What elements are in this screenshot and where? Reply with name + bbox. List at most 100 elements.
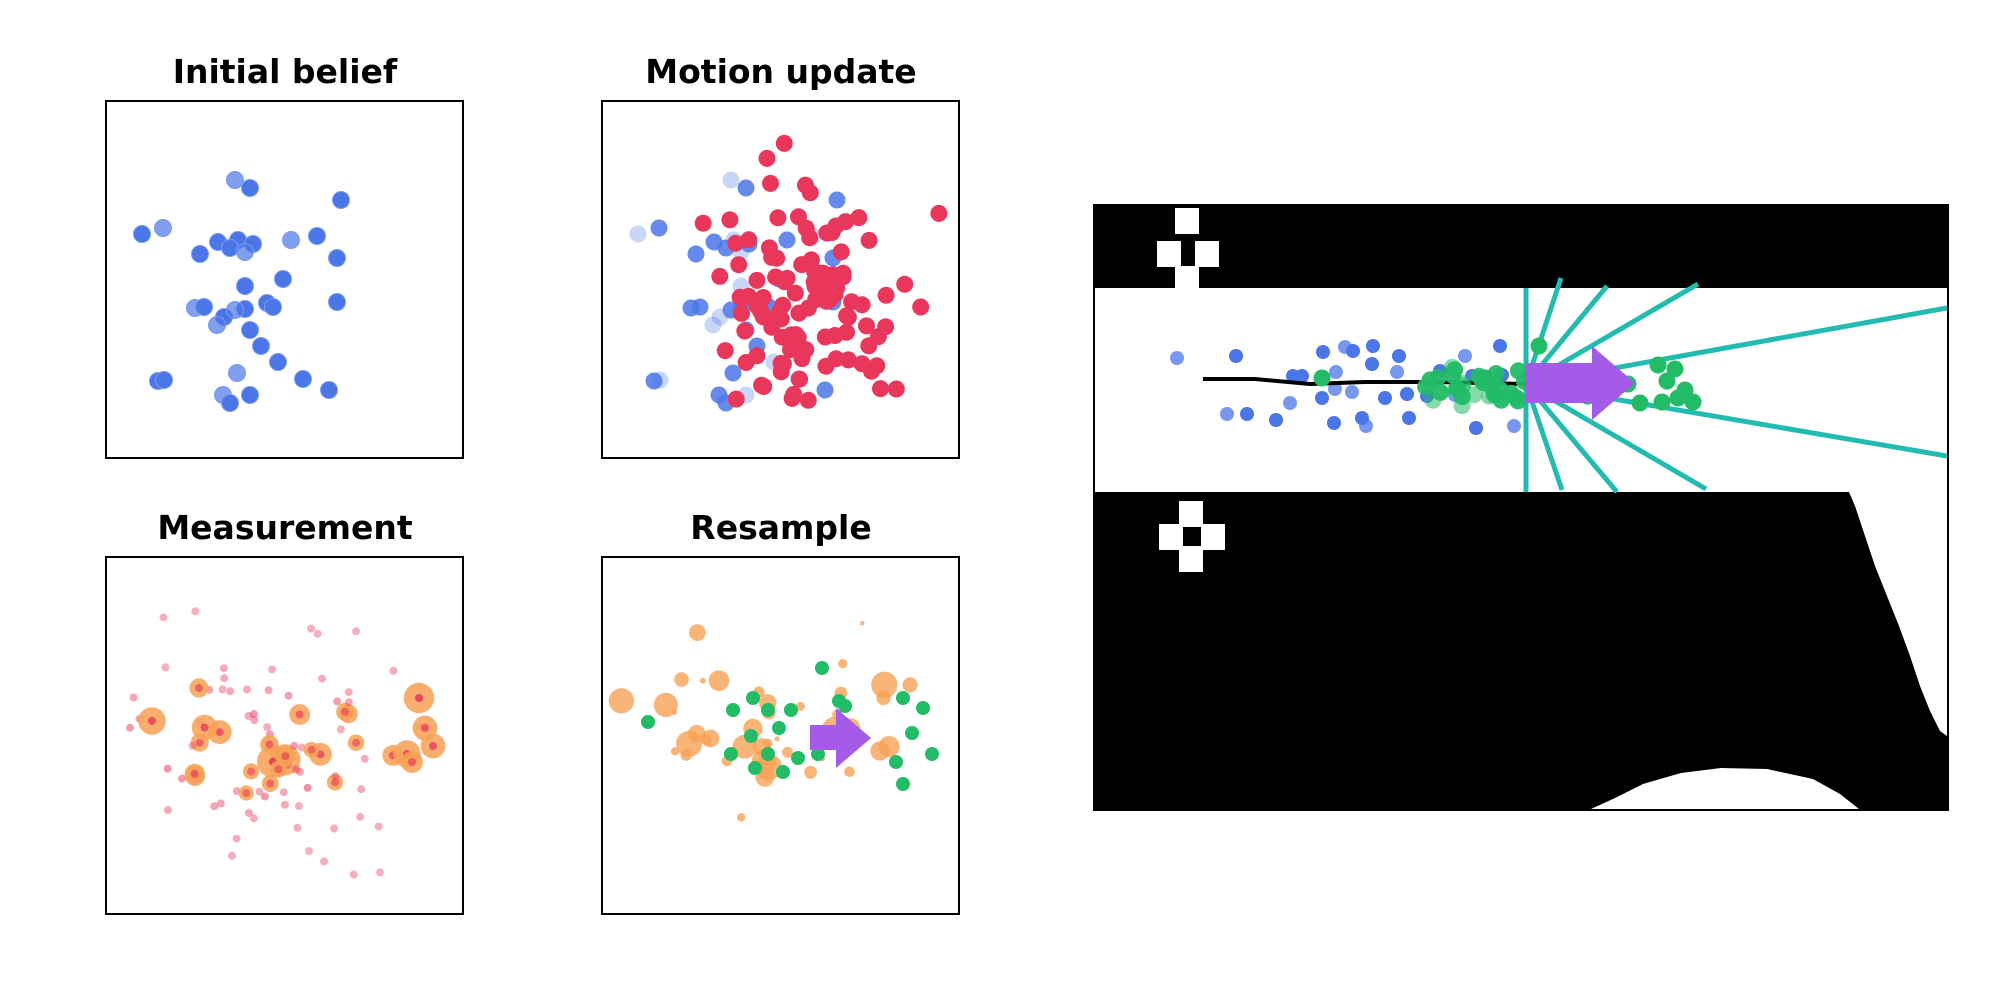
resampled-particle: [784, 703, 798, 717]
weighted-particle: [357, 785, 366, 794]
weighted-particle: [195, 738, 204, 747]
weighted-particle: [375, 868, 384, 877]
resampled-particles: [608, 621, 939, 822]
prior-particle: [328, 293, 346, 311]
weighted-particle: [226, 687, 235, 696]
weight-halo: [871, 671, 898, 698]
moved-particle: [752, 303, 770, 321]
moved-particle: [790, 208, 807, 226]
measurement-panel: [105, 556, 464, 915]
resampled-particle: [1631, 394, 1649, 412]
resampled-particle: [761, 747, 775, 761]
weighted-particle: [195, 684, 203, 692]
resampled-particle: [746, 691, 760, 705]
resampled-particle: [916, 701, 930, 715]
weighted-particle: [349, 870, 358, 879]
weight-halo: [795, 701, 805, 711]
weighted-particle: [296, 767, 304, 776]
moved-particle: [782, 326, 800, 344]
moved-particle: [858, 317, 875, 335]
moved-particle: [721, 211, 739, 229]
panel-title-initial-belief: Initial belief: [172, 52, 398, 91]
prior-particle: [1507, 419, 1521, 433]
moved-particle: [774, 296, 792, 314]
prior-particle: [252, 337, 270, 355]
moved-particle: [790, 304, 808, 322]
weighted-particle: [320, 857, 329, 866]
weighted-particle: [330, 824, 339, 833]
motion-update-panel: [601, 100, 960, 459]
resampled-particle: [772, 721, 786, 735]
weighted-particle: [232, 834, 241, 843]
weighted-particle: [129, 693, 138, 702]
resampled-particle: [1444, 366, 1462, 384]
prior-particle-faded: [645, 372, 663, 390]
moved-particle: [762, 174, 779, 192]
weighted-particle: [255, 787, 264, 796]
resampled-particle: [1486, 386, 1504, 404]
moved-particle: [806, 263, 824, 281]
resampled-particle: [1470, 367, 1488, 385]
resampled-particle: [1649, 356, 1667, 374]
prior-particle: [1170, 351, 1184, 365]
weight-halo: [782, 746, 793, 758]
prior-particle: [226, 301, 244, 319]
weighted-particle: [191, 607, 200, 616]
prior-particle: [274, 270, 292, 288]
weighted-particle: [280, 800, 289, 809]
prior-particle-faded: [704, 316, 722, 334]
moved-particle: [768, 249, 786, 267]
moved-particle: [748, 271, 766, 289]
weight-halo: [676, 730, 703, 757]
prior-particle-faded: [778, 231, 796, 249]
weighted-particle: [264, 686, 273, 695]
weighted-particle: [274, 765, 283, 774]
weighted-particle: [293, 823, 302, 832]
weighted-particle: [344, 698, 353, 707]
weighted-particle: [307, 745, 316, 754]
moved-particle: [839, 351, 857, 369]
moved-particle: [785, 385, 803, 403]
resampled-particle: [1509, 362, 1527, 380]
moved-particle: [736, 322, 754, 340]
occupancy-map: [1095, 206, 1947, 809]
prior-particle: [1220, 407, 1234, 421]
prior-particle: [221, 239, 239, 257]
prior-particle: [1328, 382, 1342, 396]
weighted-particle: [408, 758, 416, 766]
robot-pose-arrow-icon: [810, 708, 871, 768]
weighted-particle: [249, 814, 258, 823]
wall-bottom: [1095, 492, 1947, 809]
prior-particle: [1402, 411, 1416, 425]
measurement-weighted-particles: [126, 607, 446, 879]
weighted-particle: [265, 740, 274, 749]
weight-halo: [876, 690, 891, 706]
prior-particle-faded: [724, 364, 742, 382]
weighted-particle: [218, 685, 227, 694]
prior-particle: [1378, 391, 1392, 405]
prior-particle: [1493, 339, 1507, 353]
weighted-particle: [292, 765, 301, 774]
prior-particle: [1338, 340, 1352, 354]
weighted-particle: [219, 664, 228, 673]
moved-particle: [877, 318, 895, 336]
prior-particle: [1327, 416, 1341, 430]
prior-particle: [1316, 345, 1330, 359]
weighted-particle: [268, 665, 277, 674]
prior-particle: [269, 353, 287, 371]
prior-particle: [1365, 357, 1379, 371]
moved-particle: [733, 304, 750, 322]
weighted-particle: [148, 717, 156, 725]
checker-tile: [1179, 546, 1203, 572]
prior-particle: [1329, 365, 1343, 379]
weighted-particle: [305, 847, 313, 855]
weighted-particle: [290, 741, 299, 750]
resampled-particle: [726, 703, 740, 717]
weighted-particle: [159, 613, 168, 622]
weighted-particle: [266, 779, 275, 788]
weight-halo: [737, 813, 746, 822]
weighted-particle: [164, 806, 172, 814]
resampled-particle: [724, 747, 738, 761]
weighted-particle: [188, 741, 197, 750]
prior-particle: [1366, 339, 1380, 353]
